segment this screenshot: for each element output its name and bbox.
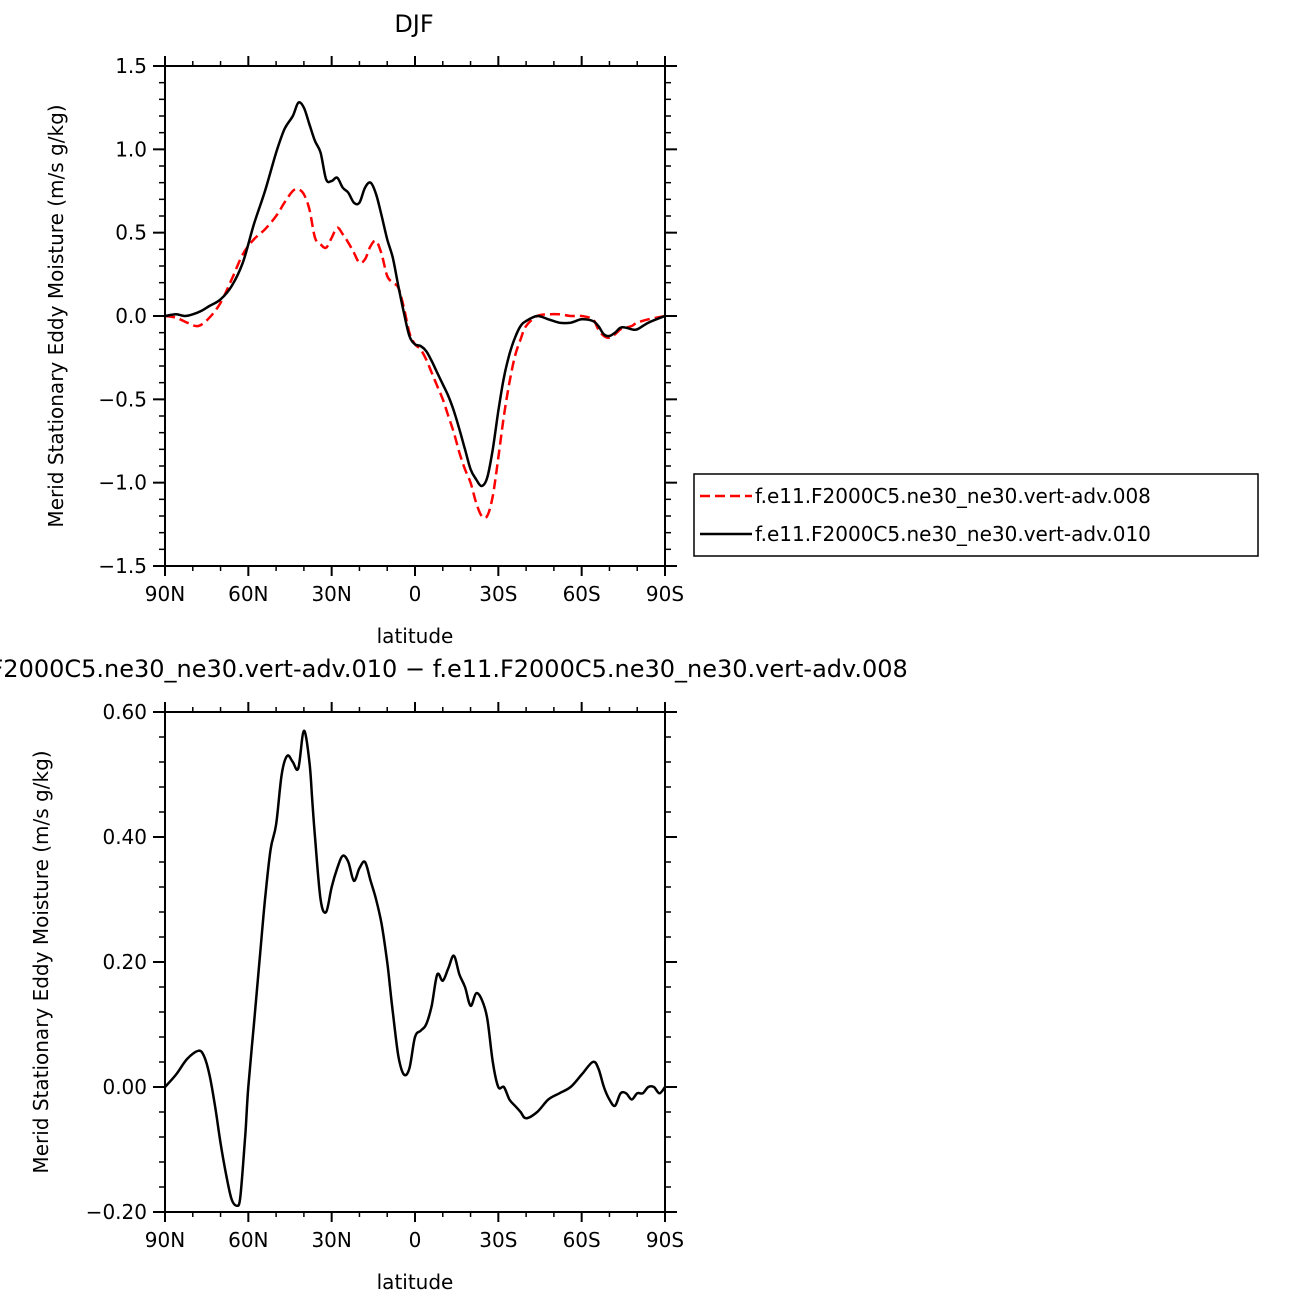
- panel-2-plot-frame: [164, 711, 666, 1213]
- djf-panel: DJF 90N 60N 30N 0 30S 60S 90S −1.5 −1.0 −0.5 0.0 0.…: [44, 10, 1259, 648]
- x-tick-label: 30S: [479, 582, 517, 606]
- legend-label-008: f.e11.F2000C5.ne30_ne30.vert-adv.008: [755, 484, 1151, 508]
- panel-1-ticks: 90N 60N 30N 0 30S 60S 90S −1.5 −1.0 −0.5 0.0 0.5 1.0…: [98, 54, 684, 606]
- x-tick-label: 30S: [479, 1228, 517, 1252]
- x-tick-label: 90N: [145, 1228, 185, 1252]
- y-tick-label: −0.20: [86, 1200, 147, 1224]
- panel-1-title: DJF: [394, 10, 433, 38]
- panel-1-series-line-0: [164, 187, 666, 520]
- panel-1-y-axis-label: Merid Stationary Eddy Moisture (m/s g/kg…: [44, 104, 68, 527]
- y-tick-label: 1.0: [115, 137, 147, 161]
- y-tick-label: 0.0: [115, 304, 147, 328]
- x-tick-label: 0: [409, 1228, 422, 1252]
- y-tick-label: 1.5: [115, 54, 147, 78]
- x-tick-label: 60S: [563, 582, 601, 606]
- panel-2-ticks: 90N 60N 30N 0 30S 60S 90S −0.20 0.00 0.20 0.40 0.60: [86, 700, 684, 1252]
- legend: f.e11.F2000C5.ne30_ne30.vert-adv.008 f.e…: [693, 473, 1259, 557]
- panel-1-x-axis-label: latitude: [377, 624, 454, 648]
- panel-1-plot-frame: [164, 65, 666, 567]
- x-tick-label: 0: [409, 582, 422, 606]
- panel-1-series-layer: [164, 101, 666, 520]
- x-tick-label: 30N: [311, 582, 351, 606]
- difference-panel: f.e11.F2000C5.ne30_ne30.vert-adv.010 − f…: [0, 655, 908, 1294]
- y-tick-label: 0.5: [115, 221, 147, 245]
- panel-2-y-axis-label: Merid Stationary Eddy Moisture (m/s g/kg…: [29, 750, 53, 1173]
- panel-2-series-layer: [164, 729, 666, 1208]
- x-tick-label: 90N: [145, 582, 185, 606]
- y-tick-label: 0.60: [102, 700, 147, 724]
- x-tick-label: 60N: [228, 582, 268, 606]
- y-tick-label: 0.00: [102, 1075, 147, 1099]
- y-tick-label: −1.0: [98, 471, 147, 495]
- x-tick-label: 60N: [228, 1228, 268, 1252]
- y-tick-label: 0.40: [102, 825, 147, 849]
- panel-2-series-line-0: [164, 729, 666, 1208]
- legend-box: [693, 473, 1259, 557]
- x-tick-label: 60S: [563, 1228, 601, 1252]
- y-tick-label: −1.5: [98, 554, 147, 578]
- x-tick-label: 30N: [311, 1228, 351, 1252]
- y-tick-label: −0.5: [98, 387, 147, 411]
- legend-label-010: f.e11.F2000C5.ne30_ne30.vert-adv.010: [755, 522, 1151, 546]
- y-tick-label: 0.20: [102, 950, 147, 974]
- panel-2-title: f.e11.F2000C5.ne30_ne30.vert-adv.010 − f…: [0, 655, 908, 683]
- panel-2-x-axis-label: latitude: [377, 1270, 454, 1294]
- x-tick-label: 90S: [646, 1228, 684, 1252]
- x-tick-label: 90S: [646, 582, 684, 606]
- panel-1-series-line-1: [164, 101, 666, 488]
